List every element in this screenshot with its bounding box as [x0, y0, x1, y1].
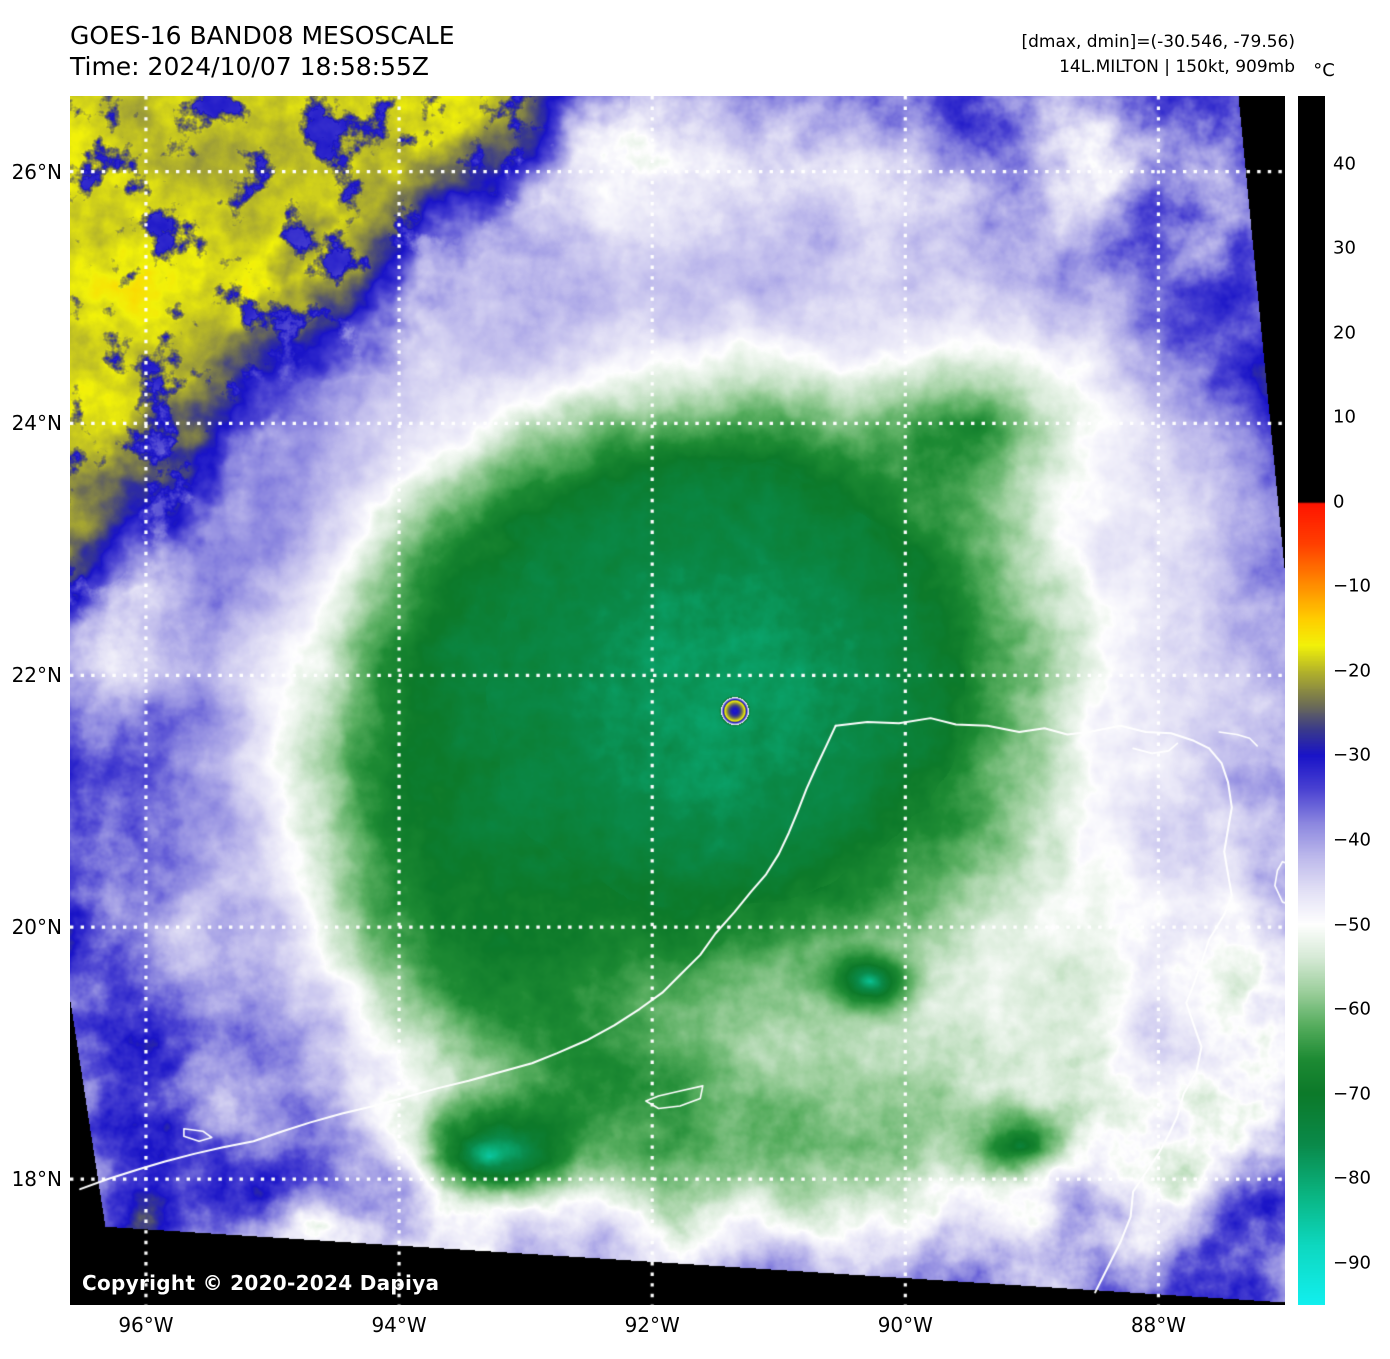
colorbar-tick--80: −80 — [1333, 1167, 1371, 1189]
colorbar-tick--20: −20 — [1333, 660, 1371, 682]
page-title: GOES-16 BAND08 MESOSCALE — [70, 21, 455, 50]
latitude-tick-26: 26°N — [11, 159, 62, 184]
longitude-tick-88: 88°W — [1130, 1313, 1187, 1337]
colorbar-tick--50: −50 — [1333, 914, 1371, 936]
colorbar-tick-10: 10 — [1333, 406, 1356, 428]
colorbar-tick-20: 20 — [1333, 322, 1356, 344]
satellite-image-plot: Copyright © 2020-2024 Dapiya — [70, 96, 1285, 1305]
colorbar-tick-40: 40 — [1333, 153, 1356, 175]
header-left: GOES-16 BAND08 MESOSCALE Time: 2024/10/0… — [70, 20, 770, 82]
storm-info-label: 14L.MILTON | 150kt, 909mb — [1059, 57, 1295, 77]
longitude-tick-94: 94°W — [371, 1313, 427, 1337]
satellite-imagery-canvas — [70, 96, 1285, 1305]
longitude-tick-92: 92°W — [624, 1313, 680, 1337]
colorbar-tick-30: 30 — [1333, 237, 1356, 259]
latitude-tick-20: 20°N — [11, 915, 62, 940]
longitude-tick-96: 96°W — [118, 1313, 174, 1337]
colorbar-tick--90: −90 — [1333, 1252, 1371, 1274]
colorbar-tick--40: −40 — [1333, 829, 1371, 851]
copyright-label: Copyright © 2020-2024 Dapiya — [82, 1271, 440, 1295]
colorbar-tick-0: 0 — [1333, 491, 1345, 513]
colorbar-units-label: °C — [1313, 60, 1335, 81]
latitude-tick-18: 18°N — [11, 1167, 62, 1192]
latitude-tick-22: 22°N — [11, 663, 62, 688]
colorbar-tick--10: −10 — [1333, 575, 1371, 597]
dminmax-label: [dmax, dmin]=(-30.546, -79.56) — [1021, 32, 1296, 52]
colorbar-tick--30: −30 — [1333, 744, 1371, 766]
colorbar-tick--60: −60 — [1333, 998, 1371, 1020]
timestamp-label: Time: 2024/10/07 18:58:55Z — [70, 52, 429, 81]
header-right: [dmax, dmin]=(-30.546, -79.56) 14L.MILTO… — [1022, 30, 1296, 80]
colorbar-gradient — [1298, 96, 1325, 1305]
colorbar — [1298, 96, 1325, 1305]
latitude-tick-24: 24°N — [11, 411, 62, 436]
longitude-tick-90: 90°W — [877, 1313, 933, 1337]
colorbar-tick--70: −70 — [1333, 1083, 1371, 1105]
